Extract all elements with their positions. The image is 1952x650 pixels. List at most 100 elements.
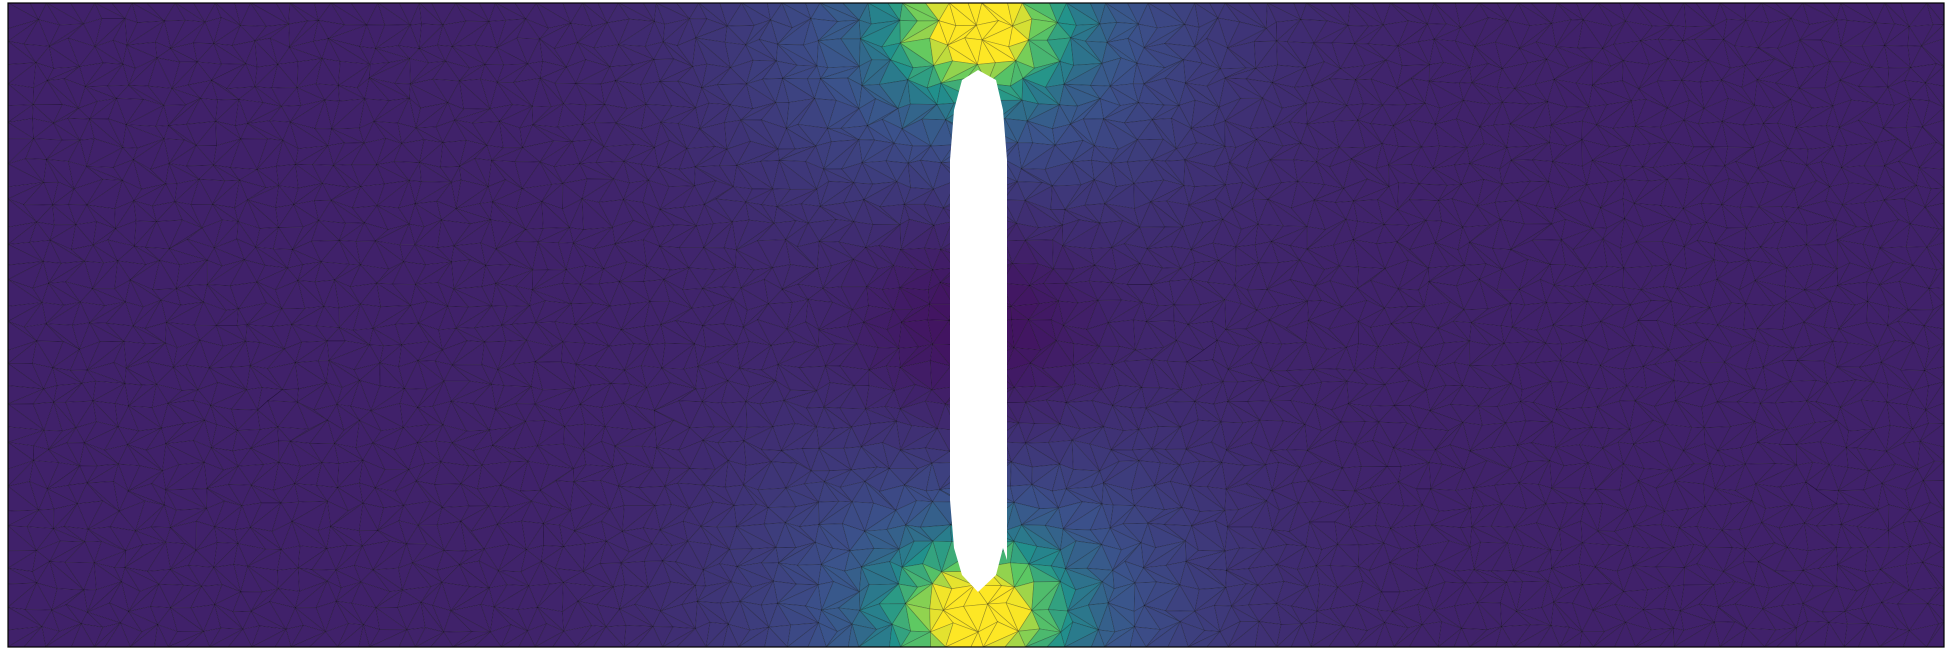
mesh-element <box>155 19 172 50</box>
mesh-element <box>1385 45 1403 67</box>
mesh-element <box>1798 19 1837 42</box>
mesh-element <box>1021 3 1058 24</box>
mesh-element <box>617 18 656 46</box>
mesh-element <box>1897 160 1920 187</box>
mesh-element <box>1496 67 1516 89</box>
mesh-element <box>127 57 158 87</box>
mesh-element <box>315 57 340 86</box>
mesh-element <box>23 18 50 47</box>
mesh-element <box>451 20 491 47</box>
mesh-element <box>1106 22 1140 44</box>
mesh-element <box>1471 82 1504 105</box>
mesh-element <box>8 122 35 140</box>
mesh-element <box>155 125 170 140</box>
mesh-element <box>1026 103 1061 122</box>
mesh-element <box>1723 18 1747 41</box>
mesh-element <box>1206 37 1229 70</box>
mesh-element <box>557 123 584 143</box>
mesh-element <box>562 182 583 210</box>
mesh-element <box>1229 162 1257 190</box>
mesh-element <box>1496 3 1519 22</box>
mesh-element <box>1305 84 1321 104</box>
mesh-element <box>1876 86 1896 106</box>
mesh-element <box>226 86 257 100</box>
mesh-element <box>1432 145 1469 170</box>
mesh-element <box>532 103 564 126</box>
mesh-element <box>1469 163 1503 185</box>
mesh-element <box>374 47 410 63</box>
mesh-element <box>1634 98 1669 127</box>
mesh-element <box>861 161 898 185</box>
mesh-element <box>1693 38 1725 61</box>
mesh-element <box>595 146 626 163</box>
mesh-element <box>1397 23 1428 47</box>
mesh-element <box>1905 126 1924 150</box>
mesh-element <box>210 63 246 82</box>
mesh-element <box>1588 84 1608 108</box>
mesh-element <box>1667 58 1691 81</box>
mesh-element <box>1724 146 1755 167</box>
mesh-element <box>48 45 81 69</box>
mesh-element <box>1164 159 1186 187</box>
mesh-element <box>729 83 754 110</box>
mesh-element <box>842 3 869 21</box>
mesh-element <box>1635 3 1673 27</box>
mesh-element <box>539 60 568 79</box>
mesh-element <box>1506 145 1532 161</box>
mesh-element <box>1151 104 1181 120</box>
mesh-element <box>393 142 421 164</box>
mesh-element <box>1613 20 1642 45</box>
mesh-element <box>701 86 731 106</box>
mesh-element <box>1224 67 1256 79</box>
mesh-element <box>899 42 935 69</box>
mesh-element <box>745 19 771 46</box>
mesh-element <box>775 102 790 129</box>
mesh-element <box>867 3 901 25</box>
mesh-element <box>760 160 780 191</box>
mesh-element <box>1921 24 1944 47</box>
mesh-element <box>1799 39 1831 67</box>
mesh-element <box>53 108 79 124</box>
mesh-element <box>1499 159 1513 186</box>
mesh-element <box>1806 165 1830 188</box>
mesh-element <box>1840 166 1878 186</box>
mesh-element <box>147 85 173 107</box>
mesh-element <box>964 24 983 41</box>
mesh-element <box>740 102 776 121</box>
mesh-element <box>577 22 608 43</box>
mesh-element <box>1149 179 1185 203</box>
mesh-element <box>1633 178 1669 204</box>
mesh-element <box>940 60 979 84</box>
mesh-element <box>293 183 323 206</box>
mesh-element <box>458 78 491 110</box>
mesh-element <box>521 161 553 190</box>
mesh-element <box>358 120 375 145</box>
mesh-element <box>1329 158 1352 190</box>
mesh-element <box>659 58 694 83</box>
mesh-element <box>1741 79 1758 107</box>
mesh-element <box>146 3 176 22</box>
mesh-element <box>1921 119 1944 148</box>
mesh-element <box>471 121 501 147</box>
mesh-element <box>1224 97 1264 122</box>
mesh-element <box>1839 79 1877 104</box>
mesh-element <box>256 138 284 170</box>
mesh-element <box>1723 39 1746 66</box>
mesh-element <box>1884 164 1918 190</box>
mesh-element <box>861 85 899 109</box>
mesh-element <box>532 124 573 142</box>
mesh-element <box>192 42 215 63</box>
mesh-element <box>333 142 366 166</box>
mesh-element <box>1829 61 1852 81</box>
mesh-element <box>1518 41 1548 61</box>
mesh-element <box>781 3 812 29</box>
mesh-element <box>1044 144 1073 170</box>
mesh-element <box>43 181 59 207</box>
mesh-element <box>88 97 118 121</box>
mesh-element <box>1640 40 1669 65</box>
mesh-element <box>1136 62 1166 85</box>
mesh-element <box>121 179 143 202</box>
mesh-element <box>1432 27 1462 42</box>
mesh-element <box>1269 159 1299 183</box>
mesh-element <box>1028 39 1061 69</box>
